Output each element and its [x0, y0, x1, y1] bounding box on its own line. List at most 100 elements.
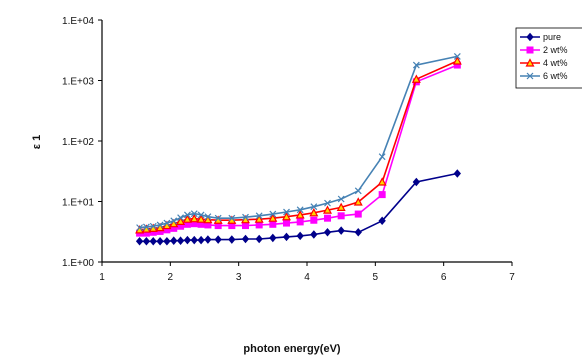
data-point	[452, 56, 462, 65]
data-point	[354, 187, 362, 195]
data-point	[203, 214, 213, 224]
data-point	[176, 236, 185, 245]
data-point	[378, 216, 386, 226]
data-point	[336, 202, 346, 211]
data-point	[190, 210, 198, 218]
data-point	[337, 195, 345, 203]
data-point	[255, 234, 263, 244]
data-point	[378, 153, 386, 161]
legend-label: pure	[543, 32, 561, 42]
data-point	[242, 222, 249, 230]
x-tick-label: 2	[168, 272, 174, 283]
x-axis-label: photon energy(eV)	[243, 343, 341, 355]
data-point	[169, 218, 179, 228]
legend-entry: 4 wt%	[520, 58, 568, 68]
data-point	[163, 219, 171, 227]
data-point	[296, 231, 304, 241]
data-point	[269, 210, 277, 218]
series-line	[139, 55, 458, 229]
data-point	[156, 237, 164, 246]
data-point	[255, 221, 263, 229]
series-2	[135, 56, 462, 234]
legend-label: 6 wt%	[543, 71, 568, 81]
x-tick-label: 3	[236, 272, 242, 283]
y-ticks: 1.E+00 1.E+01 1.E+02 1.E+03 1.E+04	[62, 16, 102, 269]
data-point	[177, 214, 185, 222]
data-point	[268, 213, 278, 222]
data-point	[296, 206, 304, 214]
data-point	[190, 235, 198, 245]
data-point	[176, 216, 186, 225]
y-tick-label: 1.E+01	[62, 198, 94, 209]
data-point	[283, 219, 290, 227]
data-point	[378, 191, 386, 199]
data-point	[322, 205, 333, 214]
data-point	[255, 212, 263, 220]
data-point	[282, 232, 291, 242]
data-point	[254, 214, 264, 223]
data-point	[269, 220, 277, 228]
legend-entry: 2 wt%	[520, 45, 568, 55]
data-point	[136, 224, 144, 232]
y-tick-label: 1.E+03	[62, 77, 94, 88]
legend-marker	[525, 58, 535, 67]
data-point	[135, 237, 144, 246]
data-point	[214, 214, 222, 222]
x-tick-label: 4	[304, 272, 310, 283]
data-point	[182, 214, 192, 223]
data-point	[142, 237, 151, 246]
series-line	[139, 60, 458, 231]
data-point	[214, 235, 222, 244]
data-point	[323, 228, 332, 237]
legend-marker	[526, 72, 534, 80]
x-tick-label: 1	[99, 272, 105, 283]
data-point	[183, 211, 191, 219]
data-point	[149, 237, 157, 246]
data-point	[354, 210, 362, 218]
y-tick-label: 1.E+00	[62, 258, 94, 269]
x-tick-label: 7	[509, 272, 515, 283]
data-point	[242, 213, 249, 221]
data-point	[412, 61, 420, 69]
data-point	[412, 177, 420, 187]
data-point	[189, 213, 199, 223]
legend-marker	[526, 46, 534, 54]
data-point	[310, 216, 318, 224]
data-point	[353, 197, 363, 206]
data-point	[170, 217, 178, 225]
data-point	[453, 53, 461, 60]
legend-entry: 6 wt%	[520, 71, 568, 81]
data-point	[310, 203, 318, 211]
data-point	[411, 74, 421, 83]
data-point	[354, 228, 362, 237]
data-point	[337, 212, 345, 220]
data-point	[142, 223, 150, 231]
x-tick-label: 6	[441, 272, 447, 283]
data-point	[228, 235, 236, 244]
y-tick-label: 1.E+02	[62, 137, 94, 148]
legend-marker	[526, 32, 534, 42]
data-point	[197, 235, 205, 245]
y-axis-label: ε 1	[31, 135, 43, 149]
data-point	[197, 211, 205, 219]
data-point	[204, 213, 212, 221]
data-point	[170, 236, 178, 245]
data-point	[309, 208, 319, 217]
series-0	[135, 169, 461, 246]
data-point	[196, 214, 206, 223]
data-point	[283, 208, 290, 216]
legend: pure 2 wt% 4 wt% 6 wt%	[515, 27, 582, 89]
data-point	[163, 237, 171, 246]
series-3	[136, 53, 461, 232]
legend-box	[515, 27, 582, 89]
data-point	[377, 177, 387, 186]
data-point	[281, 211, 292, 221]
data-point	[324, 214, 331, 222]
data-point	[296, 218, 304, 226]
data-point	[241, 234, 250, 244]
data-point	[228, 214, 236, 222]
data-point	[324, 199, 331, 207]
data-point	[183, 235, 192, 245]
y-tick-label: 1.E+04	[62, 16, 94, 27]
